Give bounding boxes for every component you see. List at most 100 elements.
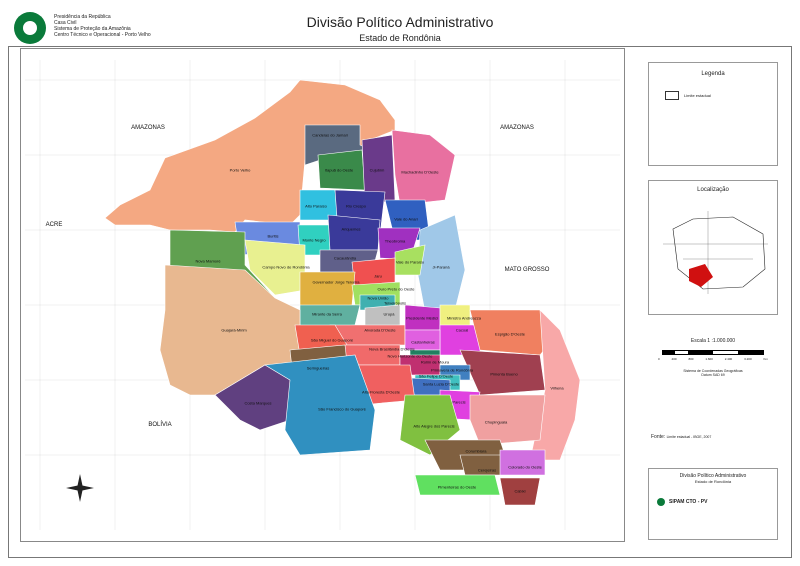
label-cabixi: Cabixi (514, 488, 526, 494)
label-novo-horizonte: Novo Horizonte do Oeste (387, 353, 433, 359)
source-text: Limite estadual - IBGE, 2007 (666, 435, 712, 439)
info-block: Divisão Político Administrativo Estado d… (648, 468, 778, 540)
label-campo-novo: Campo Novo de Rondônia (262, 264, 310, 270)
info-subtitle: Estado de Rondônia (694, 479, 732, 484)
label-theobroma: Theobroma (384, 238, 406, 244)
label-monte-negro: Monte Negro (302, 237, 326, 243)
label-corumbiara: Corumbiara (465, 448, 487, 454)
compass-rose (66, 474, 94, 502)
label-buritis: Buritis (267, 233, 279, 239)
datum: Datum SAD 69 (701, 373, 725, 377)
label-porto-velho: Porto Velho (229, 167, 251, 173)
label-candeias: Candeias do Jamari (312, 132, 348, 138)
label-castanheiras: Castanheiras (411, 339, 435, 345)
location-title: Localização (697, 187, 729, 193)
neighbor-bolivia: BOLÍVIA (148, 422, 172, 428)
campo-novo-region (244, 239, 306, 296)
label-governador: Governador Jorge Teixeira (312, 279, 360, 285)
ji-parana-region (417, 214, 466, 313)
source-label: Fonte: (651, 434, 666, 440)
label-jaru: Jaru (374, 273, 382, 279)
label-presidente: Presidente Médici (406, 315, 438, 321)
label-alta-floresta: Alta Floresta D'Oeste (362, 389, 400, 395)
label-itapua: Itapuã do Oeste (324, 167, 354, 173)
source-note: Fonte: Limite estadual - IBGE, 2007 (651, 434, 711, 440)
label-cacaulandia: Cacaulândia (333, 255, 357, 261)
sipam-small-logo (657, 498, 665, 506)
label-sao-francisco: São Francisco do Guaporé (318, 406, 366, 412)
scale-tick: 800 (688, 357, 694, 361)
label-cujubim: Cujubim (369, 167, 385, 173)
label-nova-mamore: Nova Mamoré (195, 258, 221, 264)
outer-frame (8, 46, 792, 558)
label-pimenteiras: Pimenteiras do Oeste (437, 484, 477, 490)
label-vale-paraiso: Vale do Paraíso (395, 259, 425, 265)
state-boundary-swatch (665, 91, 679, 100)
chupinguaia-region (469, 394, 546, 446)
label-cacoal: Cacoal (455, 327, 469, 333)
map-canvas (25, 60, 620, 530)
label-espigao: Espigão D'Oeste (495, 331, 525, 337)
location-panel: Localização (648, 180, 778, 315)
label-nova-uniao: Nova União (367, 295, 389, 301)
label-cerejeiras: Cerejeiras (477, 467, 497, 473)
label-ouro-preto: Ouro Preto do Oeste (377, 286, 415, 292)
colorado-region (499, 449, 546, 476)
legend-item-label: Limite estadual (684, 93, 711, 98)
label-ariquemes: Ariquemes (341, 226, 361, 232)
info-title: Divisão Político Administrativo (679, 473, 747, 479)
scale-tick: 1.600 (705, 357, 713, 361)
label-ji-parana: Ji-Paraná (432, 264, 450, 270)
urupa-region (364, 304, 401, 329)
page-title: Divisão Político Administrativo (306, 14, 494, 30)
cabixi-region (499, 477, 541, 506)
label-primavera: Primavera de Rondônia (430, 367, 474, 373)
label-alto-paraiso: Alto Paraíso (305, 203, 327, 209)
label-seringueiras: Seringueiras (306, 365, 330, 371)
label-mirante: Mirante da Serra (312, 311, 342, 317)
scale-tick: 3.200 (744, 357, 752, 361)
location-inset-map (663, 211, 768, 294)
label-chupinguaia: Chupinguaia (484, 419, 508, 425)
sipam-logo (14, 12, 46, 44)
ariquemes-region (327, 214, 381, 251)
label-ministro: Ministro Andreazza (446, 315, 482, 321)
neighbor-mato-grosso: MATO GROSSO (504, 267, 550, 273)
label-nova-brasilandia: Nova Brasilândia D'Oeste (369, 346, 415, 352)
scale-title: Escala 1 :1.000.000 (690, 338, 736, 344)
coord-system: Sistema de Coordenadas Geográficas (683, 369, 743, 373)
mirante-region (299, 304, 361, 329)
label-colorado: Colorado do Oeste (508, 464, 542, 470)
label-sao-miguel: São Miguel do Guaporé (310, 337, 354, 343)
sipam-name: SIPAM CTO - PV (669, 499, 708, 505)
neighbor-amazonas-east: AMAZONAS (500, 125, 534, 131)
label-vilhena: Vilhena (550, 385, 564, 391)
scale-bar (662, 350, 764, 355)
label-teixeiropolis: Teixeirópolis (383, 300, 407, 306)
label-parecis: Parecis (452, 399, 466, 405)
label-sao-felipe: São Felipe D'Oeste (418, 373, 454, 379)
neighbor-amazonas-west: AMAZONAS (131, 125, 165, 131)
legend-title: Legenda (701, 71, 725, 77)
pimenteiras-region (414, 474, 501, 496)
label-vale-anari: Vale do Anari (394, 216, 418, 222)
scale-tick: 2.400 (724, 357, 733, 361)
label-urupa: Urupá (383, 311, 395, 317)
label-guajara: Guajará-Mirim (221, 327, 247, 333)
governador-region (299, 271, 356, 311)
scale-unit: Km (763, 357, 769, 361)
scale-block: Escala 1 :1.000.000 0 400 800 1.600 2.40… (648, 338, 778, 377)
label-costa-marques: Costa Marques (244, 400, 272, 406)
scale-tick: 400 (671, 357, 677, 361)
org-block: Presidência da República Casa Civil Sist… (54, 14, 151, 38)
legend-panel: Legenda Limite estadual (648, 62, 778, 166)
map-frame (20, 48, 625, 542)
neighbor-acre: ACRE (45, 222, 63, 228)
page-subtitle: Estado de Rondônia (359, 33, 441, 43)
scale-tick: 0 (658, 357, 660, 361)
label-santa-luzia: Santa Luzia D'Oeste (422, 381, 460, 387)
machadinho-region (391, 129, 456, 206)
label-alvorada: Alvorada D'Oeste (364, 327, 396, 333)
label-pimenta: Pimenta Bueno (490, 371, 518, 377)
label-rio-crespo: Rio Crespo (345, 203, 367, 209)
